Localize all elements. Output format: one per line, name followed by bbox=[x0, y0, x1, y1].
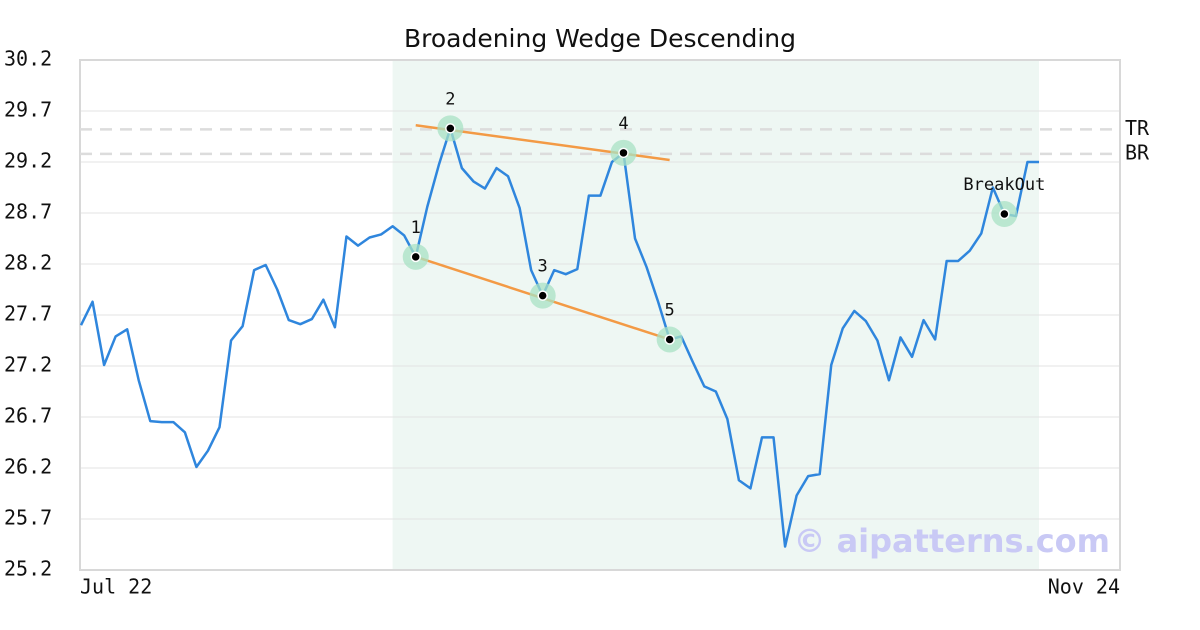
y-tick-label: 27.7 bbox=[4, 302, 52, 326]
pivot-label: 3 bbox=[538, 257, 548, 277]
price-line bbox=[79, 127, 1039, 548]
chart-title: Broadening Wedge Descending bbox=[404, 24, 796, 53]
pivot-label: BreakOut bbox=[963, 175, 1045, 195]
pivot-label: 1 bbox=[411, 218, 421, 238]
pivot-point bbox=[537, 290, 548, 301]
x-tick-label: Nov 24 bbox=[1048, 575, 1120, 599]
pivot-label: 4 bbox=[618, 114, 628, 134]
y-tick-label: 27.2 bbox=[4, 353, 52, 377]
y-tick-label: 26.2 bbox=[4, 455, 52, 479]
pivot-point bbox=[999, 208, 1010, 220]
y-tick-label: 28.2 bbox=[4, 251, 52, 275]
y-tick-label: 30.2 bbox=[4, 47, 52, 71]
level-label: TR bbox=[1125, 116, 1150, 140]
watermark: © aipatterns.com bbox=[793, 522, 1110, 560]
y-tick-label: 26.7 bbox=[4, 404, 52, 428]
plot-border bbox=[79, 59, 1121, 571]
y-tick-label: 25.2 bbox=[4, 557, 52, 581]
pivot-label: 2 bbox=[445, 89, 455, 109]
level-label: BR bbox=[1125, 140, 1150, 164]
y-tick-label: 29.7 bbox=[4, 98, 52, 122]
pivot-point bbox=[445, 123, 456, 134]
y-tick-label: 29.2 bbox=[4, 149, 52, 173]
pivot-point bbox=[410, 251, 421, 263]
pivot-point bbox=[618, 147, 629, 159]
y-tick-label: 25.7 bbox=[4, 506, 52, 530]
x-tick-label: Jul 22 bbox=[80, 575, 152, 599]
y-tick-label: 28.7 bbox=[4, 200, 52, 224]
pivot-label: 5 bbox=[665, 300, 675, 320]
pivot-point bbox=[664, 334, 675, 345]
